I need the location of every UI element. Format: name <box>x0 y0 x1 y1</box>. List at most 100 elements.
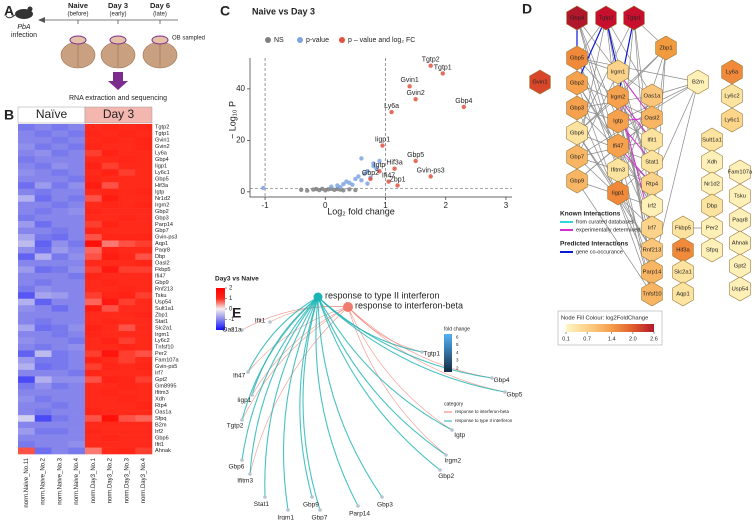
heatmap-cell <box>85 149 103 157</box>
heatmap-cell <box>85 136 103 144</box>
heatmap-cell <box>51 389 69 397</box>
node-label: Tsku <box>734 194 746 200</box>
gene-label: Hif3a <box>155 183 169 189</box>
heatmap-cell <box>101 415 119 422</box>
heatmap-cell <box>51 195 69 202</box>
node-label: Ahnak <box>732 241 749 247</box>
heatmap-cell <box>135 253 153 261</box>
cnet-edges <box>241 296 506 511</box>
network-node <box>687 69 709 95</box>
fc-tick-label: 2 <box>456 365 459 370</box>
heatmap-cell <box>34 266 52 274</box>
heatmap-cell <box>18 421 36 429</box>
network-node <box>672 281 694 307</box>
heatmap-cell <box>34 234 52 241</box>
fc-tick-label: 5 <box>456 342 459 347</box>
node-label: Gbp2 <box>570 81 584 87</box>
heatmap-cell <box>34 395 52 403</box>
heatmap-cell <box>51 143 69 151</box>
point-label: Tgtp1 <box>434 64 452 71</box>
heatmap-cell <box>85 214 103 222</box>
heatmap-cell <box>85 318 103 325</box>
point-label: Zbp1 <box>390 176 406 183</box>
cnet-edge <box>241 306 349 331</box>
network-node <box>729 276 751 302</box>
node-label: Hif3a <box>676 248 690 254</box>
gene-label: Gbp9 <box>303 502 319 509</box>
gene-node <box>356 504 360 508</box>
heatmap-cell <box>118 285 136 293</box>
heatmap-cell <box>51 318 69 325</box>
heatmap-cell <box>118 201 136 209</box>
heatmap-cell <box>135 311 153 319</box>
node-label: Gvin1 <box>532 80 547 86</box>
ob-circle <box>151 35 169 45</box>
gene-label: Gbp6 <box>228 463 244 470</box>
gene-node <box>438 468 442 472</box>
heatmap-cell <box>18 130 36 138</box>
heatmap-cell <box>68 331 86 338</box>
node-label: Fam107a <box>728 170 753 176</box>
heatmap-cell <box>118 447 136 455</box>
heatmap-cell <box>51 428 69 435</box>
node-label: Gpt2 <box>734 264 747 270</box>
legend-label: gene co-occurance <box>576 249 623 255</box>
heatmap-cell <box>101 337 119 345</box>
heatmap-cell <box>85 182 103 190</box>
heatmap-cell <box>18 124 36 131</box>
heatmap-cell <box>18 227 36 235</box>
heatmap-cell <box>68 143 86 151</box>
scale-bar <box>566 324 654 332</box>
heatmap-cell <box>118 363 136 371</box>
heatmap-cell <box>85 195 103 202</box>
heatmap-cell <box>68 162 86 170</box>
node-label: Gbp7 <box>570 155 584 161</box>
point <box>392 166 397 171</box>
gene-label: Irf7 <box>155 371 163 377</box>
heatmap-cell <box>118 402 136 410</box>
heatmap-cell <box>68 292 86 300</box>
gene-label: Gbp2 <box>438 473 454 480</box>
node-label: Parp14 <box>643 270 662 276</box>
gene-node <box>286 508 290 512</box>
heatmap-cell <box>34 124 52 131</box>
heatmap-cell <box>18 363 36 371</box>
gene-node <box>444 453 448 457</box>
heatmap-cell <box>18 402 36 410</box>
gene-label: Slc2a1 <box>155 325 172 331</box>
heatmap-cell <box>101 195 119 202</box>
heatmap-cell <box>68 246 86 254</box>
heatmap-cell <box>51 350 69 358</box>
node-label: Oasl2 <box>644 116 659 122</box>
node-label: Irgm1 <box>611 70 626 76</box>
heatmap-cell <box>34 240 52 248</box>
category-legend-label: response to interferon-beta <box>455 409 510 414</box>
timepoint-note: (late) <box>153 12 167 18</box>
heatmap-cell <box>118 208 136 215</box>
heatmap-cell <box>85 337 103 345</box>
heatmap-cell <box>51 188 69 196</box>
mouse-icon <box>15 9 33 19</box>
point <box>341 181 346 187</box>
gene-label: Oas1a <box>222 327 242 334</box>
node-label: B2m <box>692 80 704 86</box>
gene-label: Xdh <box>155 396 165 402</box>
heatmap-cell <box>135 324 153 332</box>
fc-legend-title: fold change <box>444 326 470 332</box>
gene-label: Gbp3 <box>377 501 393 508</box>
heatmap-cell <box>85 279 103 287</box>
heatmap-cell <box>135 182 153 190</box>
gene-label: Zbp1 <box>155 312 168 318</box>
heatmap-cell <box>51 298 69 306</box>
point <box>347 187 352 192</box>
heatmap-cell <box>68 441 86 448</box>
heatmap-cell <box>101 292 119 300</box>
heatmap-cell <box>101 162 119 170</box>
heatmap-cell <box>101 266 119 274</box>
gene-label: Igtp <box>155 189 164 195</box>
heatmap-cell <box>34 350 52 358</box>
point <box>353 187 358 193</box>
heatmap-cell <box>34 344 52 351</box>
heatmap-cell <box>135 195 153 202</box>
node-label: Ly6a <box>726 70 739 76</box>
